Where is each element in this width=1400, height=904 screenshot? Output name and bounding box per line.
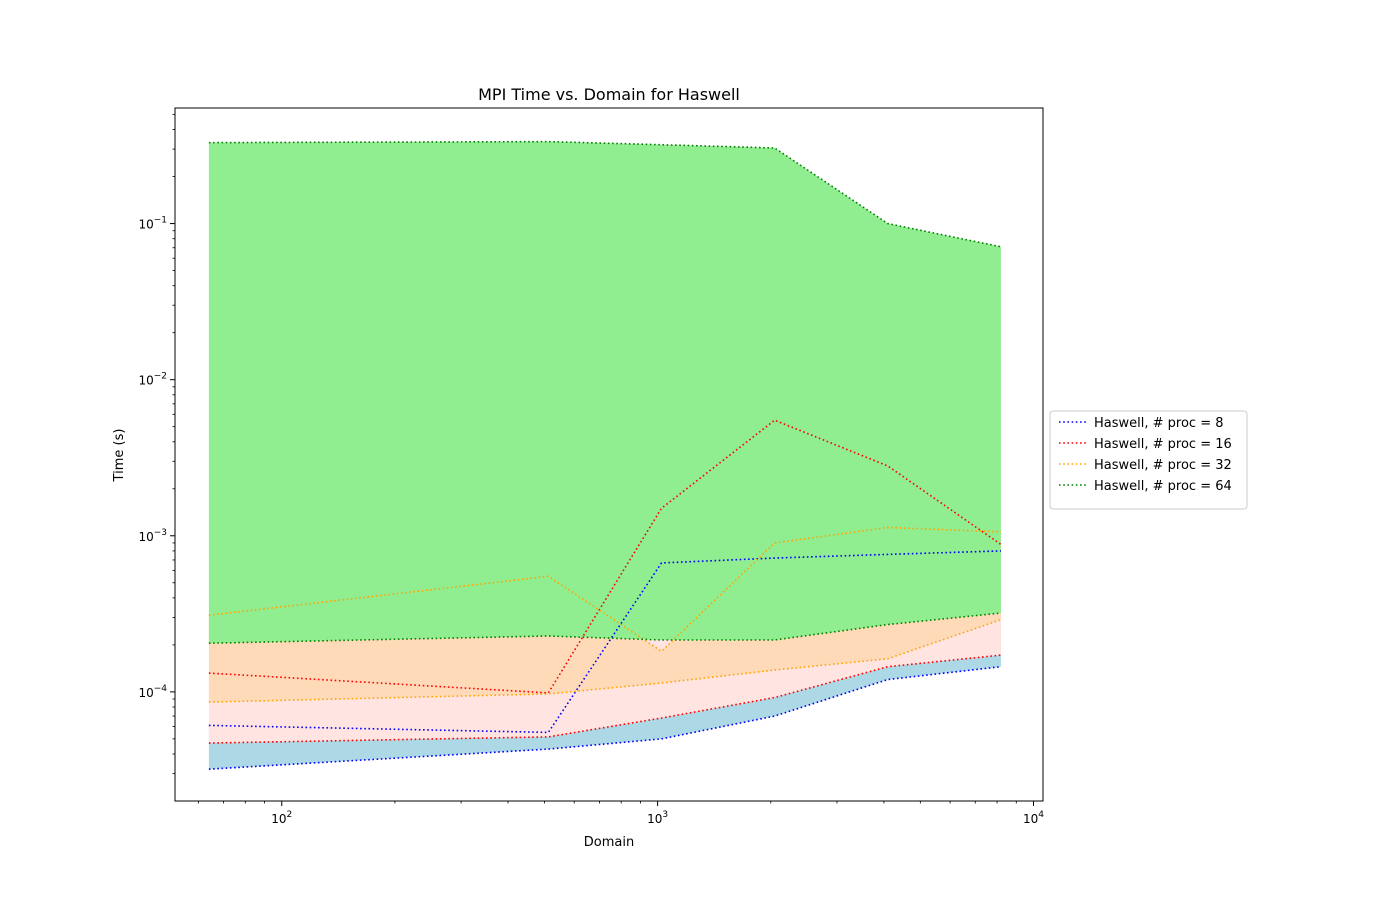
x-axis: 102 103 104 bbox=[197, 801, 1044, 826]
legend-entry-0: Haswell, # proc = 8 bbox=[1094, 416, 1224, 431]
legend: Haswell, # proc = 8 Haswell, # proc = 16 H… bbox=[1049, 410, 1248, 510]
series-2-max-line bbox=[208, 526, 1001, 653]
series-lines bbox=[208, 140, 1002, 770]
legend-entry-3: Haswell, # proc = 64 bbox=[1094, 479, 1232, 494]
y-axis: 10−4 10−3 10−2 10−1 bbox=[138, 114, 175, 774]
legend-box bbox=[1049, 410, 1248, 510]
y-tick-label-3: 10−1 bbox=[138, 216, 167, 232]
y-tick-label-0: 10−4 bbox=[138, 684, 167, 700]
series-1-max-line bbox=[208, 419, 1002, 694]
y-axis-label: Time (s) bbox=[112, 429, 127, 483]
legend-entry-2: Haswell, # proc = 32 bbox=[1094, 458, 1232, 473]
series-2-min-line bbox=[208, 618, 1002, 703]
series-0-min-line bbox=[208, 665, 1002, 770]
series-3-max-line bbox=[208, 140, 1002, 248]
series-1-min-line bbox=[208, 654, 1002, 744]
plot-frame bbox=[174, 107, 1044, 802]
x-axis-label: Domain bbox=[584, 835, 634, 850]
series-3-min-line bbox=[208, 612, 1002, 645]
y-tick-label-1: 10−3 bbox=[138, 528, 167, 544]
legend-entry-1: Haswell, # proc = 16 bbox=[1094, 437, 1232, 452]
fill-band-3 bbox=[208, 141, 1001, 644]
x-tick-label-2: 104 bbox=[1023, 810, 1044, 826]
chart-title: MPI Time vs. Domain for Haswell bbox=[478, 85, 740, 104]
x-tick-label-1: 103 bbox=[647, 810, 668, 826]
fill-bands bbox=[208, 141, 1001, 770]
series-0-max-line bbox=[208, 550, 1001, 734]
y-tick-label-2: 10−2 bbox=[138, 372, 167, 388]
x-tick-label-0: 102 bbox=[271, 810, 292, 826]
